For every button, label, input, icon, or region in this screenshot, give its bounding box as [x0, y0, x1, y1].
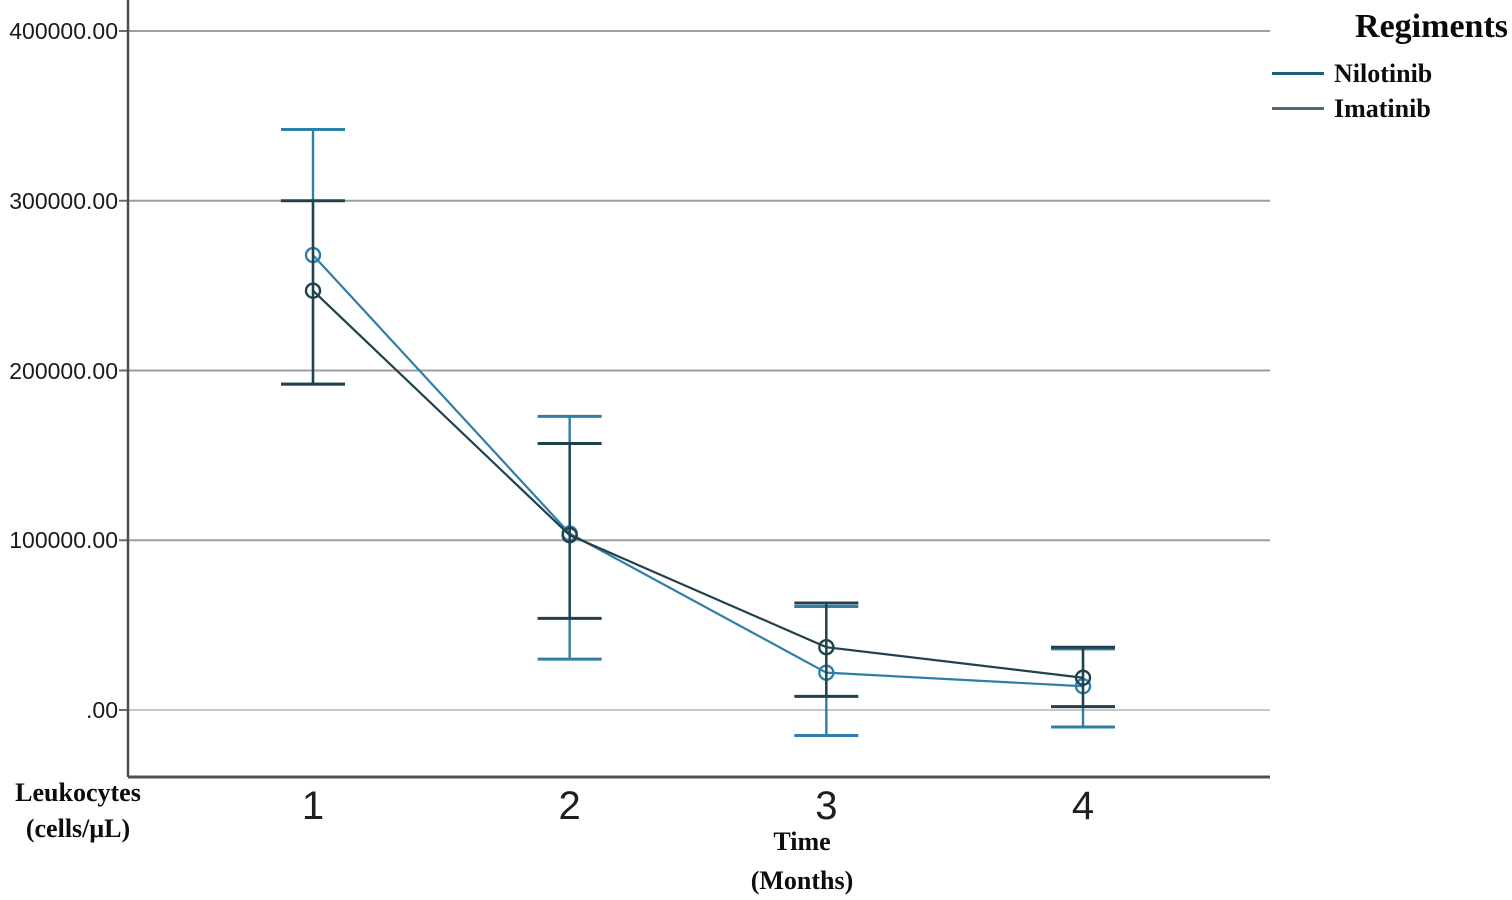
y-axis-title-line1: Leukocytes	[15, 778, 141, 807]
y-axis-title-line2: (cells/μL)	[25, 814, 131, 843]
y-tick-label: 200000.00	[9, 357, 118, 384]
legend-item-imatinib: Imatinib	[1272, 91, 1432, 126]
y-tick-label: 300000.00	[9, 187, 118, 214]
legend-item-nilotinib: Nilotinib	[1272, 56, 1432, 91]
series-line	[312, 254, 1084, 688]
mean-marker	[1074, 669, 1092, 686]
mean-marker	[304, 282, 322, 299]
y-tick-label: 400000.00	[9, 18, 118, 44]
x-tick-label: 4	[1071, 784, 1095, 828]
legend-label: Imatinib	[1334, 93, 1431, 123]
legend-items: Nilotinib Imatinib	[1272, 56, 1432, 126]
legend-label: Nilotinib	[1334, 58, 1433, 88]
mean-marker	[561, 526, 578, 544]
legend-line-swatch	[1272, 72, 1324, 75]
y-tick-label: .00	[86, 697, 118, 723]
legend-title: Regiments	[1355, 8, 1508, 45]
x-axis-title-line1: Time	[773, 827, 831, 856]
x-tick-label: 3	[815, 784, 838, 828]
series-line	[312, 289, 1084, 679]
y-tick-label: 100000.00	[9, 527, 118, 554]
x-axis-title-line2: (Months)	[750, 866, 854, 895]
x-tick-label: 1	[301, 784, 325, 828]
x-tick-label: 2	[558, 784, 581, 828]
mean-marker	[818, 638, 835, 656]
legend-line-swatch	[1272, 107, 1324, 110]
